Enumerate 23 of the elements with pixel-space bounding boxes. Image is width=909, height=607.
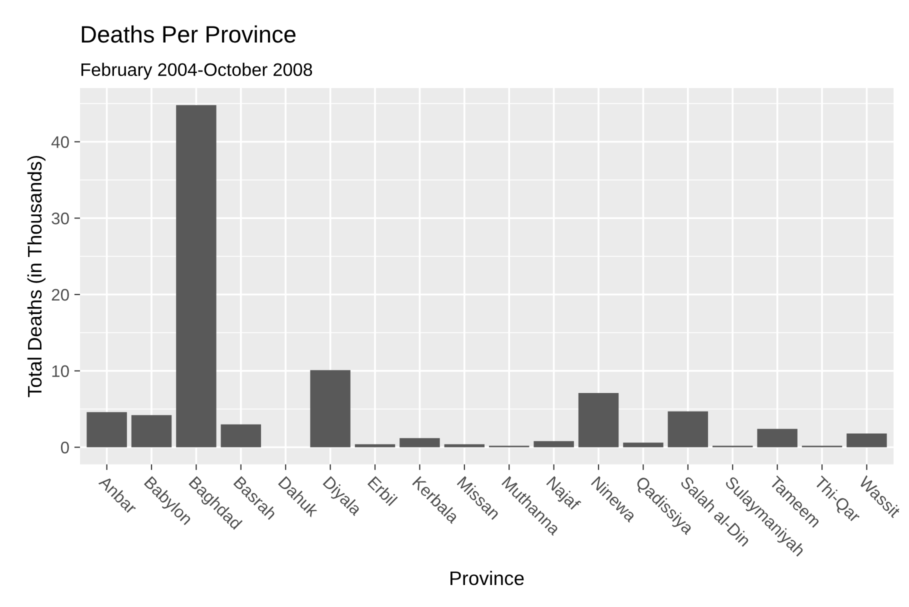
bar	[846, 434, 887, 448]
bar	[668, 411, 708, 448]
bar	[131, 415, 172, 448]
bar	[757, 428, 798, 448]
bar	[400, 438, 440, 448]
y-tick-label: 40	[51, 136, 69, 148]
bar	[578, 393, 619, 448]
bar	[444, 444, 485, 448]
x-axis-title: Province	[450, 570, 524, 586]
y-tick-label: 20	[52, 288, 69, 301]
bar	[623, 442, 664, 448]
chart-subtitle: February 2004-October 2008	[81, 62, 312, 80]
chart-title: Deaths Per Province	[82, 25, 296, 43]
bar	[354, 444, 396, 448]
y-axis-title: Total Deaths (in Thousands)	[27, 156, 46, 398]
bar	[310, 370, 350, 448]
y-tick-label: 30	[52, 212, 69, 224]
y-tick-label: 10	[52, 365, 69, 378]
bar	[220, 424, 262, 448]
bar	[86, 412, 127, 448]
bar	[534, 441, 574, 448]
y-tick-label: 0	[60, 442, 69, 454]
bar	[176, 105, 216, 448]
